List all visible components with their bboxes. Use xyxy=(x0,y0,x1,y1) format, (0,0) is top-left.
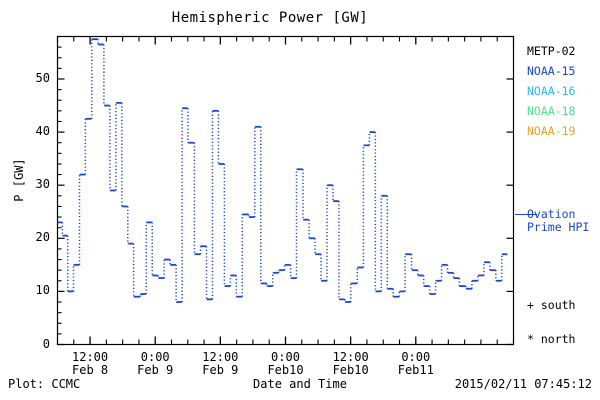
x-tick-time: 12:00 xyxy=(72,349,109,364)
marker-glyph-south: + xyxy=(527,298,541,312)
ovation-legend-dash-2 xyxy=(528,214,537,215)
x-tick-label: 12:00 Feb10 xyxy=(311,349,391,377)
y-tick-label: 10 xyxy=(35,283,50,298)
plot-frame xyxy=(56,35,515,346)
x-axis-title: Date and Time xyxy=(253,377,347,391)
x-tick-date: Feb10 xyxy=(267,362,304,377)
x-tick-time: 0:00 xyxy=(401,349,431,364)
x-tick-label: 0:00 Feb 9 xyxy=(115,349,195,377)
x-tick-date: Feb 8 xyxy=(72,362,109,377)
marker-label-south: south xyxy=(540,298,576,312)
ovation-label-line1: Ovation xyxy=(527,207,576,221)
x-tick-label: 0:00 Feb10 xyxy=(246,349,326,377)
legend-entry-metp-02[interactable]: METP-02 xyxy=(527,44,576,58)
y-tick-label: 40 xyxy=(35,124,50,139)
x-tick-label: 12:00 Feb 8 xyxy=(50,349,130,377)
x-tick-time: 0:00 xyxy=(140,349,170,364)
x-tick-time: 12:00 xyxy=(332,349,369,364)
x-axis-ticks xyxy=(56,36,515,345)
page-title: Hemispheric Power [GW] xyxy=(171,10,369,26)
x-tick-label: 0:00 Feb11 xyxy=(376,349,456,377)
x-tick-time: 12:00 xyxy=(202,349,239,364)
x-tick-time: 0:00 xyxy=(271,349,300,364)
y-tick-label: 30 xyxy=(35,177,50,192)
y-tick-label: 50 xyxy=(35,70,50,85)
data-series-group xyxy=(57,38,508,303)
legend-entry-noaa-19[interactable]: NOAA-19 xyxy=(527,124,576,138)
legend-entry-noaa-16[interactable]: NOAA-16 xyxy=(527,84,576,98)
x-tick-date: Feb 9 xyxy=(202,362,239,377)
y-tick-label: 20 xyxy=(35,230,50,245)
ovation-label-line2: Prime HPI xyxy=(527,220,590,234)
legend-entry-noaa-15[interactable]: NOAA-15 xyxy=(527,64,576,78)
marker-glyph-north: * xyxy=(527,332,541,346)
x-tick-date: Feb10 xyxy=(332,362,369,377)
x-tick-label: 12:00 Feb 9 xyxy=(180,349,260,377)
ovation-legend-label: Ovation Prime HPI xyxy=(527,208,589,234)
y-tick-label: 0 xyxy=(42,336,50,351)
ovation-legend-dash-1 xyxy=(515,214,535,215)
y-axis-ticks xyxy=(57,35,514,346)
marker-label-north: north xyxy=(540,332,576,346)
marker-legend-north: * north xyxy=(527,332,575,346)
plot-credit: Plot: CCMC xyxy=(8,377,81,391)
plot-axes xyxy=(56,35,515,346)
marker-legend-south: + south xyxy=(527,298,575,312)
timestamp: 2015/02/11 07:45:12 xyxy=(454,377,592,391)
series-noaa-15 xyxy=(57,38,508,303)
legend-entry-noaa-18[interactable]: NOAA-18 xyxy=(527,104,576,118)
x-tick-date: Feb 9 xyxy=(137,362,174,377)
x-tick-date: Feb11 xyxy=(397,362,434,377)
